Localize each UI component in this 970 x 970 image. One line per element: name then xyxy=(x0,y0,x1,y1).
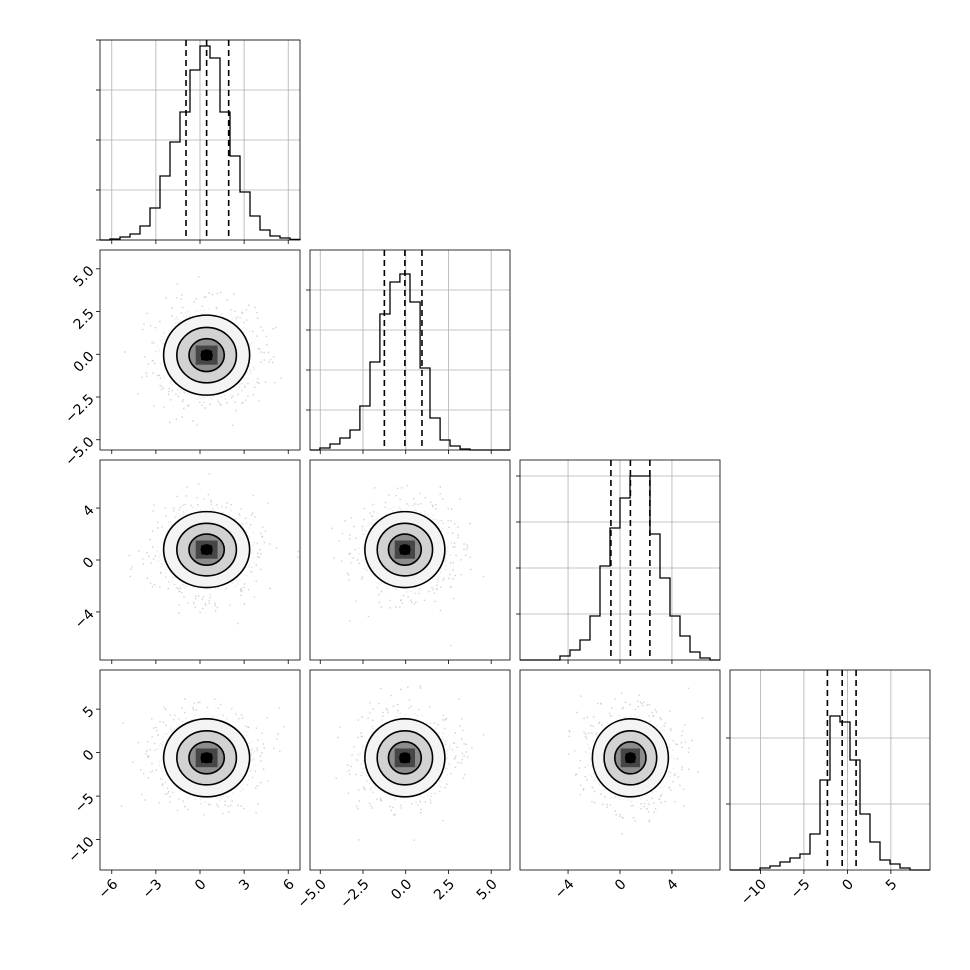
contour-line-1 xyxy=(188,741,226,775)
contour-line-3 xyxy=(364,718,446,798)
contour-line-3 xyxy=(364,510,446,589)
x-tick-label: −5.0 xyxy=(295,876,330,911)
contour-line-2 xyxy=(176,522,238,577)
histogram-step xyxy=(520,475,720,661)
panel-frame xyxy=(309,249,511,451)
panel-1-2 xyxy=(309,459,511,661)
y-tick-label: 4 xyxy=(80,502,98,520)
x-tick-label: −2.5 xyxy=(337,876,372,911)
histogram-panel-3 xyxy=(726,669,931,871)
y-tick-label: 0 xyxy=(80,747,98,765)
x-tick-label: 5 xyxy=(883,876,901,894)
density-peak xyxy=(201,753,213,763)
contour-line-1 xyxy=(387,533,423,566)
y-tick-label: 5 xyxy=(80,703,98,721)
x-tick-label: 2.5 xyxy=(431,876,458,903)
contour-line-2 xyxy=(376,730,434,786)
panel-content xyxy=(567,687,704,835)
x-tick-label: 5.0 xyxy=(474,876,501,903)
contour-line-2 xyxy=(176,326,238,384)
histogram-step xyxy=(730,715,930,871)
density-peak xyxy=(399,753,410,763)
panel-content xyxy=(124,276,282,426)
contour-line-1 xyxy=(188,533,226,566)
y-tick-label: −4 xyxy=(72,606,98,632)
density-peak xyxy=(201,350,213,361)
contour-line-inner xyxy=(200,349,213,361)
y-tick-label: −5 xyxy=(72,790,98,816)
panel-content xyxy=(128,473,299,625)
x-tick-label: 6 xyxy=(280,876,298,894)
panel-frame xyxy=(309,459,511,661)
panel-frame xyxy=(309,669,511,871)
x-tick-label: −6 xyxy=(95,876,121,902)
contour-line-2 xyxy=(176,730,238,786)
contour-line-3 xyxy=(591,718,670,798)
density-peak xyxy=(399,545,410,555)
contour-line-1 xyxy=(614,741,647,775)
y-tick-label: −5.0 xyxy=(62,434,97,469)
x-tick-label: 0 xyxy=(192,876,210,894)
panel-1-3 xyxy=(309,669,511,871)
panel-content xyxy=(120,698,285,816)
x-tick-label: 4 xyxy=(664,876,682,894)
x-tick-label: 0.0 xyxy=(388,876,415,903)
panel-0-2 xyxy=(99,459,301,661)
x-tick-label: −10 xyxy=(738,876,770,908)
panel-content xyxy=(331,484,485,647)
histogram-step xyxy=(310,273,510,451)
y-tick-label: 5.0 xyxy=(71,263,98,290)
panel-content xyxy=(335,685,485,841)
contour-line-inner xyxy=(200,752,213,764)
panel-0-1 xyxy=(99,249,301,451)
histogram-step xyxy=(100,45,301,241)
density-peak xyxy=(201,545,213,555)
x-tick-label: 3 xyxy=(236,876,254,894)
x-tick-label: −5 xyxy=(788,876,814,902)
contour-line-3 xyxy=(162,510,251,589)
contour-line-1 xyxy=(387,741,423,775)
y-tick-label: −2.5 xyxy=(62,391,97,426)
y-tick-label: 0.0 xyxy=(71,349,98,376)
contour-line-2 xyxy=(603,730,658,786)
contour-line-inner xyxy=(200,544,213,556)
contour-line-3 xyxy=(162,718,251,798)
density-peak xyxy=(625,753,636,763)
histogram-panel-1 xyxy=(306,249,511,451)
histogram-panel-0 xyxy=(96,39,301,241)
y-tick-label: 0 xyxy=(80,554,98,572)
panel-0-3 xyxy=(99,669,301,871)
x-tick-label: 0 xyxy=(839,876,857,894)
contour-line-1 xyxy=(188,337,226,373)
contour-line-2 xyxy=(376,522,434,577)
panel-2-3 xyxy=(519,669,721,871)
x-tick-label: −4 xyxy=(552,876,578,902)
y-tick-label: 2.5 xyxy=(71,306,98,333)
contour-line-inner xyxy=(399,544,411,556)
contour-line-3 xyxy=(162,314,251,396)
contour-line-inner xyxy=(399,752,411,764)
x-tick-label: −3 xyxy=(140,876,166,902)
contour-line-inner xyxy=(624,752,636,764)
x-tick-label: 0 xyxy=(612,876,630,894)
y-tick-label: −10 xyxy=(65,834,97,866)
panel-frame xyxy=(729,669,931,871)
histogram-panel-2 xyxy=(516,459,721,661)
